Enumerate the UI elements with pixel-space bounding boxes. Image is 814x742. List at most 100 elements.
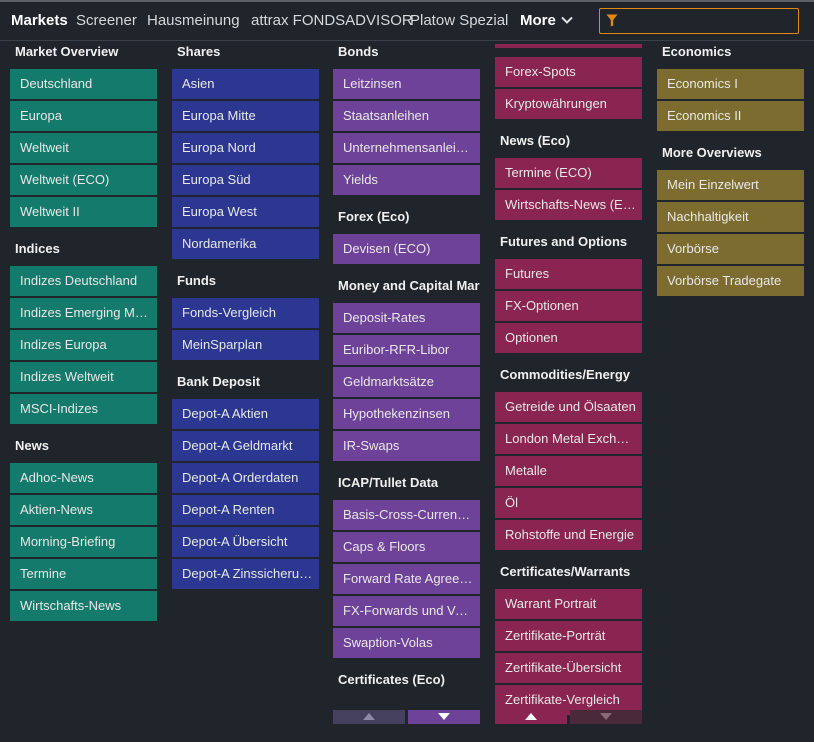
menu-column-5: Economics Economics I Economics II More Ove… <box>657 44 804 310</box>
section-items: Warrant Portrait Zertifikate-Porträt Zerti… <box>495 589 642 715</box>
chevron-down-icon[interactable] <box>560 13 574 32</box>
menu-item-nordamerika[interactable]: Nordamerika <box>172 229 319 259</box>
section-heading-money-and-capital-markets: Money and Capital Markets <box>338 278 480 293</box>
section-items: Deutschland Europa Weltweit Weltweit (ECO) W… <box>10 69 157 227</box>
menu-item-depot-a-zinssicherung[interactable]: Depot-A Zinssicherung <box>172 559 319 589</box>
nav-markets[interactable]: Markets <box>11 12 68 29</box>
menu-item-optionen[interactable]: Optionen <box>495 323 642 353</box>
menu-item-london-metal-exchange[interactable]: London Metal Exchange <box>495 424 642 454</box>
nav-hausmeinung[interactable]: Hausmeinung <box>147 12 240 29</box>
menu-item-swaption-volas[interactable]: Swaption-Volas <box>333 628 480 658</box>
menu-item-metalle[interactable]: Metalle <box>495 456 642 486</box>
menu-item-aktien-news[interactable]: Aktien-News <box>10 495 157 525</box>
menu-item-nachhaltigkeit[interactable]: Nachhaltigkeit <box>657 202 804 232</box>
menu-item-weltweit[interactable]: Weltweit <box>10 133 157 163</box>
menu-item-asien[interactable]: Asien <box>172 69 319 99</box>
nav-more[interactable]: More <box>520 12 556 29</box>
menu-item-depot-a-aktien[interactable]: Depot-A Aktien <box>172 399 319 429</box>
menu-item-indizes-deutschland[interactable]: Indizes Deutschland <box>10 266 157 296</box>
menu-item-mein-einzelwert[interactable]: Mein Einzelwert <box>657 170 804 200</box>
menu-item-meinsparplan[interactable]: MeinSparplan <box>172 330 319 360</box>
menu-item-termine[interactable]: Termine <box>10 559 157 589</box>
menu-column-2: Shares Asien Europa Mitte Europa Nord Europa… <box>172 44 319 603</box>
scroll-down-button[interactable] <box>408 710 480 724</box>
scroll-up-button[interactable] <box>495 710 567 724</box>
menu-item-geldmarkts-tze[interactable]: Geldmarktsätze <box>333 367 480 397</box>
menu-item-deutschland[interactable]: Deutschland <box>10 69 157 99</box>
section-heading-shares: Shares <box>177 44 221 59</box>
menu-item-depot-a-orderdaten[interactable]: Depot-A Orderdaten <box>172 463 319 493</box>
menu-item-depot-a-geldmarkt[interactable]: Depot-A Geldmarkt <box>172 431 319 461</box>
menu-item-indizes-emerging-markets[interactable]: Indizes Emerging Markets <box>10 298 157 328</box>
menu-item-deposit-rates[interactable]: Deposit-Rates <box>333 303 480 333</box>
menu-item-weltweit-eco[interactable]: Weltweit (ECO) <box>10 165 157 195</box>
nav-fondsadvisor[interactable]: attrax FONDSADVISOR <box>251 12 413 29</box>
menu-item-kryptow-hrungen[interactable]: Kryptowährungen <box>495 89 642 119</box>
menu-item-zertifikate-bersicht[interactable]: Zertifikate-Übersicht <box>495 653 642 683</box>
menu-item-zertifikate-portr-t[interactable]: Zertifikate-Porträt <box>495 621 642 651</box>
menu-item-futures[interactable]: Futures <box>495 259 642 289</box>
menu-item-ir-swaps[interactable]: IR-Swaps <box>333 431 480 461</box>
filter-input[interactable] <box>624 11 796 33</box>
menu-item-wirtschafts-news[interactable]: Wirtschafts-News <box>10 591 157 621</box>
menu-item-fx-forwards-und-volas[interactable]: FX-Forwards und Volas <box>333 596 480 626</box>
nav-screener[interactable]: Screener <box>76 12 137 29</box>
menu-item-depot-a-renten[interactable]: Depot-A Renten <box>172 495 319 525</box>
menu-item-hypothekenzinsen[interactable]: Hypothekenzinsen <box>333 399 480 429</box>
menu-item-europa-mitte[interactable]: Europa Mitte <box>172 101 319 131</box>
menu-item-staatsanleihen[interactable]: Staatsanleihen <box>333 101 480 131</box>
menu-item-depot-a-bersicht[interactable]: Depot-A Übersicht <box>172 527 319 557</box>
menu-item-forward-rate-agreements[interactable]: Forward Rate Agreements <box>333 564 480 594</box>
filter-field[interactable] <box>599 8 799 34</box>
menu-item-europa[interactable]: Europa <box>10 101 157 131</box>
scroll-down-button[interactable] <box>570 710 642 724</box>
menu-item-economics-ii[interactable]: Economics II <box>657 101 804 131</box>
menu-item-warrant-portrait[interactable]: Warrant Portrait <box>495 589 642 619</box>
menu-item-basis-cross-currency-swaps[interactable]: Basis-Cross-Currency-Swaps <box>333 500 480 530</box>
menu-item-msci-indizes[interactable]: MSCI-Indizes <box>10 394 157 424</box>
menu-column-4: Forex-Spots Kryptowährungen News (Eco) Term… <box>495 44 642 729</box>
menu-item-unternehmensanleihen[interactable]: Unternehmensanleihen <box>333 133 480 163</box>
section-heading-commodities-energy: Commodities/Energy <box>500 367 631 382</box>
section-heading-bank-deposit: Bank Deposit <box>177 374 261 389</box>
menu-item-weltweit-ii[interactable]: Weltweit II <box>10 197 157 227</box>
menu-column-1: Market Overview Deutschland Europa Weltweit… <box>10 44 157 635</box>
section-items: Adhoc-News Aktien-News Morning-Briefing Ter… <box>10 463 157 621</box>
scroll-up-button[interactable] <box>333 710 405 724</box>
section-items: Fonds-Vergleich MeinSparplan <box>172 298 319 360</box>
section-heading-icap-tullet-data: ICAP/Tullet Data <box>338 475 439 490</box>
menu-item-l[interactable]: Öl <box>495 488 642 518</box>
menu-item-euribor-rfr-libor[interactable]: Euribor-RFR-Libor <box>333 335 480 365</box>
menu-item-morning-briefing[interactable]: Morning-Briefing <box>10 527 157 557</box>
menu-item-indizes-europa[interactable]: Indizes Europa <box>10 330 157 360</box>
menu-item-fonds-vergleich[interactable]: Fonds-Vergleich <box>172 298 319 328</box>
section-items: Leitzinsen Staatsanleihen Unternehmensanle… <box>333 69 480 195</box>
menu-column-3: Bonds Leitzinsen Staatsanleihen Unternehmen… <box>333 44 480 702</box>
menu-item-caps-floors[interactable]: Caps & Floors <box>333 532 480 562</box>
menu-item-termine-eco[interactable]: Termine (ECO) <box>495 158 642 188</box>
menu-item-vorb-rse-tradegate[interactable]: Vorbörse Tradegate <box>657 266 804 296</box>
arrow-down-icon <box>599 708 613 726</box>
menu-item-getreide-und-lsaaten[interactable]: Getreide und Ölsaaten <box>495 392 642 422</box>
menu-item-yields[interactable]: Yields <box>333 165 480 195</box>
menu-item-fx-optionen[interactable]: FX-Optionen <box>495 291 642 321</box>
menu-item-devisen-eco[interactable]: Devisen (ECO) <box>333 234 480 264</box>
menu-item-europa-nord[interactable]: Europa Nord <box>172 133 319 163</box>
section-items: Basis-Cross-Currency-SwapsCaps & FloorsF… <box>333 500 480 658</box>
menu-item-europa-s-d[interactable]: Europa Süd <box>172 165 319 195</box>
menu-item-rohstoffe-und-energie[interactable]: Rohstoffe und Energie <box>495 520 642 550</box>
menu-item-economics-i[interactable]: Economics I <box>657 69 804 99</box>
section-heading-more-overviews: More Overviews <box>662 145 762 160</box>
nav-platow-spezial[interactable]: Platow Spezial <box>410 12 509 29</box>
menu-item-leitzinsen[interactable]: Leitzinsen <box>333 69 480 99</box>
section-items: Deposit-Rates Euribor-RFR-Libor Geldmarkts… <box>333 303 480 461</box>
menu-item-indizes-weltweit[interactable]: Indizes Weltweit <box>10 362 157 392</box>
menu-item-partial[interactable] <box>495 44 642 48</box>
section-items: Indizes Deutschland Indizes Emerging Mark… <box>10 266 157 424</box>
menu-item-europa-west[interactable]: Europa West <box>172 197 319 227</box>
menu-item-vorb-rse[interactable]: Vorbörse <box>657 234 804 264</box>
menu-item-adhoc-news[interactable]: Adhoc-News <box>10 463 157 493</box>
menu-item-forex-spots[interactable]: Forex-Spots <box>495 57 642 87</box>
menu-item-wirtschafts-news-eco[interactable]: Wirtschafts-News (ECO) <box>495 190 642 220</box>
section-items: Economics I Economics II <box>657 69 804 131</box>
